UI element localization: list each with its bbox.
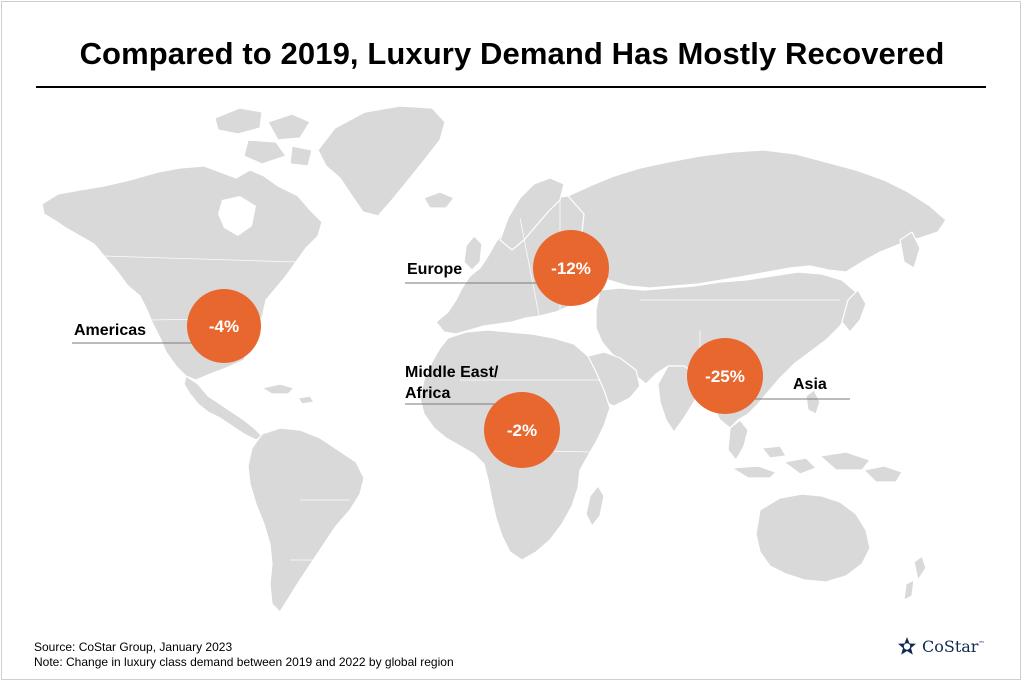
page-title: Compared to 2019, Luxury Demand Has Most… bbox=[79, 36, 945, 71]
land-madagascar bbox=[585, 485, 605, 527]
land-kamchatka bbox=[899, 231, 921, 269]
bubble-middle-east-africa: -2% bbox=[484, 392, 560, 468]
land-indonesia bbox=[731, 445, 871, 479]
land-north-america bbox=[41, 165, 323, 381]
land-arctic-islands bbox=[214, 107, 313, 167]
land-new-guinea bbox=[863, 465, 903, 483]
bubble-value-asia: -25% bbox=[705, 367, 745, 386]
land-se-asia bbox=[727, 419, 749, 461]
region-label-americas: Americas bbox=[74, 322, 147, 339]
land-scandinavia bbox=[499, 177, 565, 251]
bubble-value-europe: -12% bbox=[551, 259, 591, 278]
land-philippines bbox=[805, 389, 821, 415]
land-greenland bbox=[317, 105, 446, 217]
footnote: Note: Change in luxury class demand betw… bbox=[34, 655, 454, 669]
title-divider bbox=[36, 86, 986, 88]
region-label-middle-east: Middle East/ bbox=[405, 364, 499, 381]
land-south-america bbox=[247, 427, 365, 613]
costar-star-icon bbox=[898, 637, 916, 655]
region-label-africa: Africa bbox=[405, 385, 451, 402]
bubble-europe: -12% bbox=[533, 230, 609, 306]
land-new-zealand bbox=[903, 555, 927, 601]
land-russia bbox=[567, 149, 947, 289]
bubble-americas: -4% bbox=[187, 289, 261, 363]
land-japan bbox=[841, 289, 867, 333]
costar-logo: CoStar™ bbox=[897, 634, 984, 658]
land-uk bbox=[463, 235, 483, 271]
bubble-value-middle-east-africa: -2% bbox=[507, 421, 537, 440]
region-label-europe: Europe bbox=[407, 261, 463, 278]
region-label-asia: Asia bbox=[793, 376, 827, 393]
bubble-asia: -25% bbox=[687, 338, 763, 414]
bubble-value-americas: -4% bbox=[209, 317, 239, 336]
land-caribbean bbox=[261, 383, 315, 405]
source-note: Source: CoStar Group, January 2023 bbox=[34, 640, 233, 654]
land-australia bbox=[755, 493, 871, 583]
water-hudson-bay bbox=[218, 196, 256, 236]
land-iceland bbox=[423, 191, 455, 209]
logo-wordmark: CoStar™ bbox=[922, 636, 985, 656]
land-central-america bbox=[183, 375, 263, 441]
